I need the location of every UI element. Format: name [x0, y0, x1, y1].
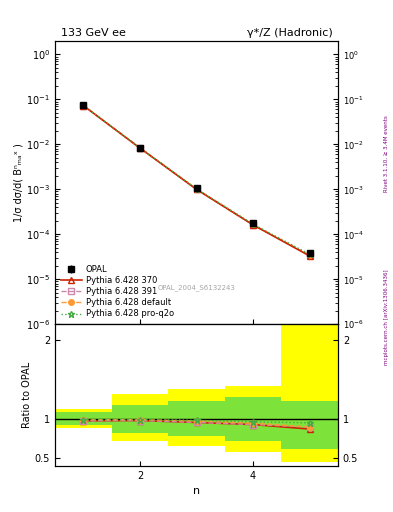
- Text: Rivet 3.1.10, ≥ 3.4M events: Rivet 3.1.10, ≥ 3.4M events: [384, 115, 389, 192]
- Pythia 6.428 370: [138, 145, 142, 151]
- Pythia 6.428 pro-q2o: [81, 102, 86, 109]
- Pythia 6.428 370: [81, 102, 86, 109]
- Text: mcplots.cern.ch [arXiv:1306.3436]: mcplots.cern.ch [arXiv:1306.3436]: [384, 270, 389, 365]
- Text: 133 GeV ee: 133 GeV ee: [61, 28, 125, 38]
- Pythia 6.428 default: [194, 186, 199, 192]
- Pythia 6.428 391: [194, 186, 199, 193]
- Pythia 6.428 pro-q2o: [251, 221, 255, 227]
- Pythia 6.428 pro-q2o: [194, 186, 199, 192]
- Line: Pythia 6.428 default: Pythia 6.428 default: [81, 102, 312, 258]
- Pythia 6.428 391: [138, 145, 142, 151]
- Pythia 6.428 pro-q2o: [307, 251, 312, 258]
- Pythia 6.428 default: [81, 102, 86, 109]
- Y-axis label: 1/σ dσ/d( Bⁿₘₐˣ ): 1/σ dσ/d( Bⁿₘₐˣ ): [13, 143, 23, 222]
- Pythia 6.428 391: [251, 222, 255, 228]
- Pythia 6.428 pro-q2o: [138, 145, 142, 151]
- Y-axis label: Ratio to OPAL: Ratio to OPAL: [22, 362, 32, 428]
- Line: Pythia 6.428 370: Pythia 6.428 370: [81, 103, 312, 259]
- Legend: OPAL, Pythia 6.428 370, Pythia 6.428 391, Pythia 6.428 default, Pythia 6.428 pro: OPAL, Pythia 6.428 370, Pythia 6.428 391…: [59, 264, 176, 320]
- Pythia 6.428 370: [251, 222, 255, 228]
- Line: Pythia 6.428 391: Pythia 6.428 391: [81, 103, 312, 258]
- X-axis label: n: n: [193, 486, 200, 496]
- Pythia 6.428 370: [194, 186, 199, 193]
- Pythia 6.428 391: [307, 252, 312, 259]
- Pythia 6.428 391: [81, 102, 86, 109]
- Line: Pythia 6.428 pro-q2o: Pythia 6.428 pro-q2o: [80, 102, 313, 258]
- Text: OPAL_2004_S6132243: OPAL_2004_S6132243: [158, 284, 235, 291]
- Text: γ*/Z (Hadronic): γ*/Z (Hadronic): [246, 28, 332, 38]
- Pythia 6.428 default: [307, 252, 312, 259]
- Pythia 6.428 default: [251, 222, 255, 228]
- Pythia 6.428 default: [138, 145, 142, 151]
- Pythia 6.428 370: [307, 253, 312, 259]
